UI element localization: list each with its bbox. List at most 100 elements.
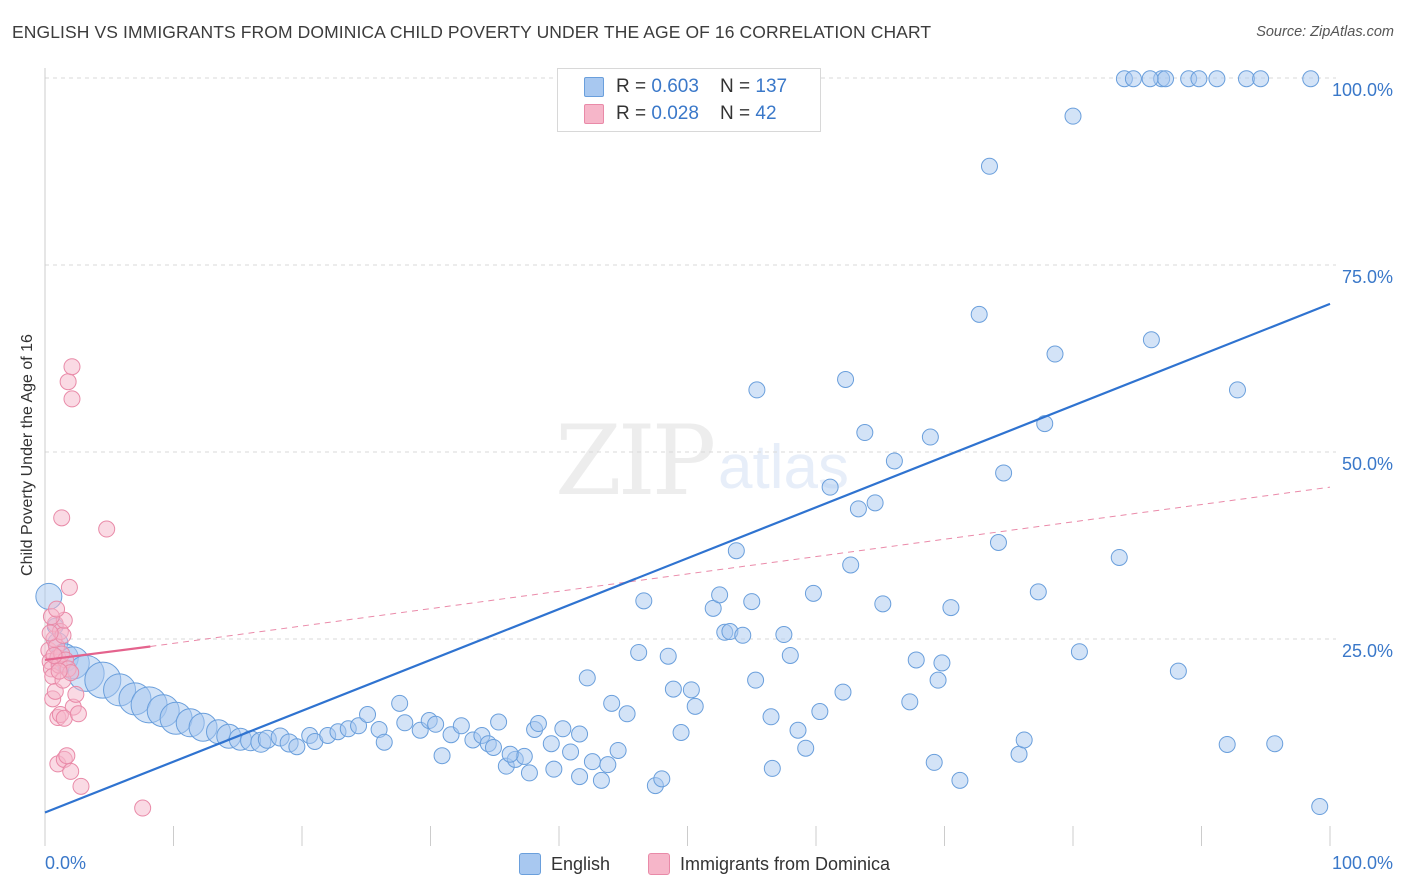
english-point [775, 626, 793, 644]
english-point [1142, 331, 1160, 349]
english-point [797, 739, 815, 757]
english-point [618, 705, 636, 723]
english-point [842, 556, 860, 574]
english-point [484, 738, 502, 756]
english-point [1015, 731, 1033, 749]
english-point [609, 741, 627, 759]
y-tick-label: 50.0% [1342, 454, 1393, 474]
legend-swatch-dominica [648, 853, 670, 875]
legend-stats-dominica: R = 0.028 N = 42 [616, 103, 777, 125]
english-point [529, 715, 547, 733]
english-point [571, 725, 589, 743]
english-points [35, 70, 1329, 816]
english-point [907, 651, 925, 669]
english-point [542, 735, 560, 753]
english-point [1124, 70, 1142, 88]
r-label: R = [616, 103, 652, 124]
english-point [427, 715, 445, 733]
english-point [885, 452, 903, 470]
english-point [1064, 107, 1082, 125]
english-point [747, 671, 765, 689]
english-point [811, 703, 829, 721]
english-point [1157, 70, 1175, 88]
english-point [599, 756, 617, 774]
dominica-point [69, 705, 87, 723]
dominica-point [134, 799, 152, 817]
english-point [925, 753, 943, 771]
english-point [1218, 735, 1236, 753]
n-value: 137 [755, 76, 788, 97]
english-point [490, 713, 508, 731]
dominica-point [72, 777, 90, 795]
english-point [866, 494, 884, 512]
english-point [391, 694, 409, 712]
english-point [789, 721, 807, 739]
legend-item-english[interactable]: English [519, 852, 610, 876]
english-point [995, 464, 1013, 482]
dominica-point [53, 509, 71, 527]
english-point [554, 720, 572, 738]
english-point [901, 693, 919, 711]
y-tick-label: 75.0% [1342, 267, 1393, 287]
trend-lines [44, 302, 1331, 814]
english-point [501, 745, 519, 763]
english-point [762, 708, 780, 726]
legend-item-dominica[interactable]: Immigrants from Dominica [648, 852, 890, 876]
english-point [1070, 643, 1088, 661]
english-point [1311, 798, 1329, 816]
english-point [989, 534, 1007, 552]
n-label: N = [720, 76, 756, 97]
english-point [1010, 745, 1028, 763]
english-point [672, 724, 690, 741]
english-point [970, 305, 988, 323]
english-point [288, 738, 306, 756]
y-axis-label: Child Poverty Under the Age of 16 [19, 334, 36, 576]
n-label: N = [720, 103, 756, 124]
english-point [664, 680, 682, 698]
english-point [837, 370, 855, 388]
dominica-points [40, 358, 152, 817]
legend-label-dominica: Immigrants from Dominica [680, 853, 891, 874]
english-point [682, 681, 700, 699]
english-point [452, 717, 470, 735]
english-point [942, 599, 960, 617]
n-value: 42 [755, 103, 777, 124]
english-point [929, 671, 947, 689]
english-point [743, 593, 761, 611]
english-point [1169, 662, 1187, 680]
english-point [1228, 381, 1246, 399]
english-point [653, 770, 671, 788]
english-point [592, 771, 610, 789]
english-point [520, 764, 538, 782]
tick-labels: 25.0% 50.0% 75.0% 100.0% 0.0% 100.0% [45, 80, 1393, 873]
dominica-point [62, 762, 80, 780]
dominica-point [59, 373, 77, 391]
english-point [686, 697, 704, 715]
legend-swatch-dominica [584, 104, 604, 124]
english-point [630, 643, 648, 661]
english-point [1208, 70, 1226, 88]
english-point [1266, 735, 1284, 753]
english-point [1029, 583, 1047, 601]
dominica-point [41, 624, 59, 642]
x-tick-label: 100.0% [1332, 853, 1393, 873]
english-point [734, 626, 752, 644]
english-point [1046, 345, 1064, 363]
dominica-point [63, 358, 81, 376]
english-point [1237, 70, 1255, 88]
english-point [748, 381, 766, 399]
dominica-trend-dashed [150, 486, 1331, 647]
english-point [874, 595, 892, 613]
r-label: R = [616, 76, 652, 97]
english-point [359, 706, 377, 724]
dominica-point [63, 390, 81, 408]
english-point [350, 717, 368, 735]
correlation-legend: R = 0.603 N = 137 R = 0.028 N = 42 [557, 68, 821, 132]
dominica-point [98, 520, 116, 538]
legend-stats-english: R = 0.603 N = 137 [616, 76, 787, 98]
english-point [763, 759, 781, 777]
english-point [583, 753, 601, 771]
watermark-zip: ZIP [555, 405, 716, 517]
english-point [1190, 70, 1208, 88]
